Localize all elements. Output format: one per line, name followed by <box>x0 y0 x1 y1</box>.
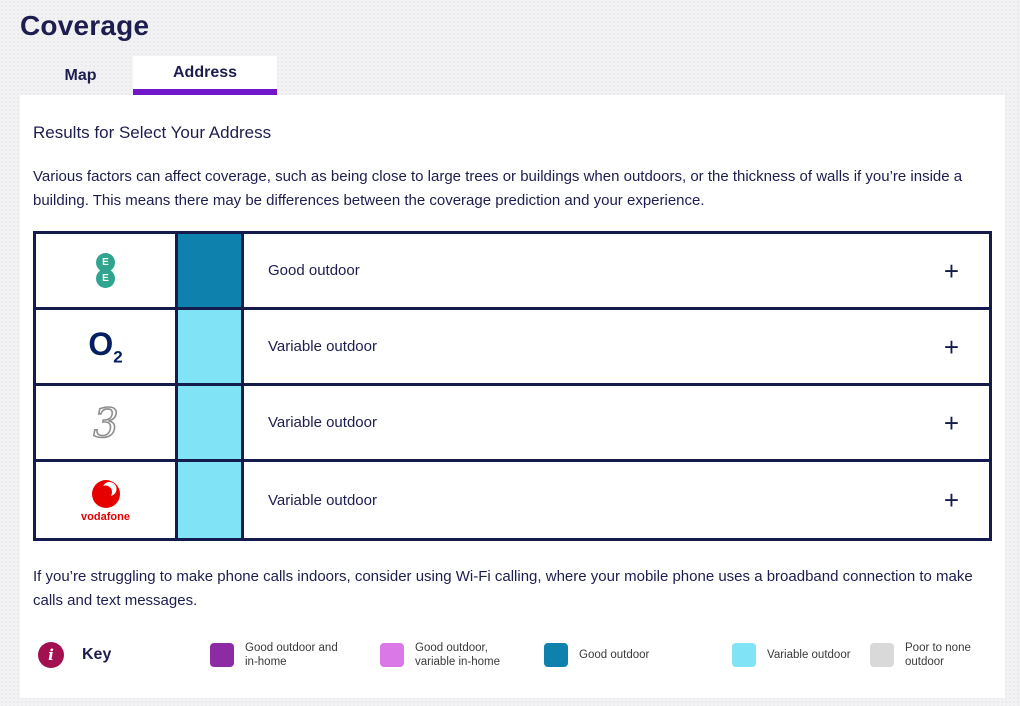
coverage-intro-paragraph: Various factors can affect coverage, suc… <box>33 168 963 209</box>
legend-label: Good outdoor, variable in-home <box>415 642 501 668</box>
wifi-calling-paragraph: If you’re struggling to make phone calls… <box>33 568 973 609</box>
ee-circle-top: E <box>96 253 115 272</box>
coverage-status-label: Variable outdoor <box>268 338 377 355</box>
tab-bar: Map Address <box>28 56 1020 95</box>
vodafone-logo: vodafone <box>81 478 130 523</box>
tab-map[interactable]: Map <box>64 66 97 84</box>
coverage-swatch-vodafone <box>178 462 244 538</box>
coverage-status-cell: Good outdoor + <box>244 234 989 307</box>
tab-address[interactable]: Address <box>133 56 277 95</box>
ee-circle-bottom: E <box>96 269 115 288</box>
vodafone-wordmark: vodafone <box>81 510 130 523</box>
three-logo-cell: 3 <box>36 386 178 459</box>
o2-subscript: 2 <box>113 347 123 367</box>
coverage-table: E E Good outdoor + O2 Variable outdoor + <box>33 231 992 541</box>
coverage-status-label: Variable outdoor <box>268 491 377 509</box>
expand-button-vodafone[interactable]: + <box>943 485 959 515</box>
table-row-vodafone: vodafone Variable outdoor + <box>36 462 989 538</box>
page-title: Coverage <box>20 10 150 41</box>
results-heading: Results for Select Your Address <box>33 123 272 142</box>
legend-label: Good outdoor <box>579 649 650 661</box>
legend-items: Good outdoor and in-home Good outdoor, v… <box>210 641 992 669</box>
ee-logo: E E <box>96 253 115 288</box>
key-title: Key <box>82 646 112 663</box>
three-logo: 3 <box>84 399 128 447</box>
table-row-three: 3 Variable outdoor + <box>36 386 989 462</box>
legend-swatch <box>210 643 234 667</box>
coverage-status-label: Good outdoor <box>268 262 360 279</box>
table-row-ee: E E Good outdoor + <box>36 234 989 310</box>
legend-swatch <box>870 643 894 667</box>
info-icon[interactable]: i <box>38 642 64 668</box>
key-label-group: i Key <box>38 642 210 668</box>
table-row-o2: O2 Variable outdoor + <box>36 310 989 386</box>
legend-item-good-outdoor-in-home: Good outdoor and in-home <box>210 641 380 669</box>
legend-item-variable-outdoor: Variable outdoor <box>732 643 870 667</box>
o2-logo-cell: O2 <box>36 310 178 383</box>
coverage-key: i Key Good outdoor and in-home Good outd… <box>33 641 992 669</box>
vodafone-logo-cell: vodafone <box>36 462 178 538</box>
ee-logo-cell: E E <box>36 234 178 307</box>
legend-item-good-outdoor-variable-in-home: Good outdoor, variable in-home <box>380 641 544 669</box>
coverage-status-cell: Variable outdoor + <box>244 462 989 538</box>
legend-swatch <box>380 643 404 667</box>
vodafone-mark-icon <box>91 479 120 508</box>
expand-button-three[interactable]: + <box>943 407 959 438</box>
coverage-swatch-o2 <box>178 310 244 383</box>
legend-label: Good outdoor and in-home <box>245 642 338 668</box>
coverage-status-cell: Variable outdoor + <box>244 386 989 459</box>
legend-label: Poor to none outdoor <box>905 642 971 668</box>
three-glyph: 3 <box>93 401 118 447</box>
coverage-status-cell: Variable outdoor + <box>244 310 989 383</box>
coverage-status-label: Variable outdoor <box>268 414 377 431</box>
legend-swatch <box>732 643 756 667</box>
expand-button-ee[interactable]: + <box>943 255 959 286</box>
legend-label: Variable outdoor <box>767 649 851 661</box>
legend-item-poor-to-none: Poor to none outdoor <box>870 641 985 669</box>
results-panel: Results for Select Your Address Various … <box>20 95 1005 698</box>
coverage-swatch-three <box>178 386 244 459</box>
o2-logo: O2 <box>88 328 122 365</box>
expand-button-o2[interactable]: + <box>943 331 959 362</box>
legend-item-good-outdoor: Good outdoor <box>544 643 732 667</box>
legend-swatch <box>544 643 568 667</box>
o2-letter: O <box>88 325 114 362</box>
coverage-swatch-ee <box>178 234 244 307</box>
